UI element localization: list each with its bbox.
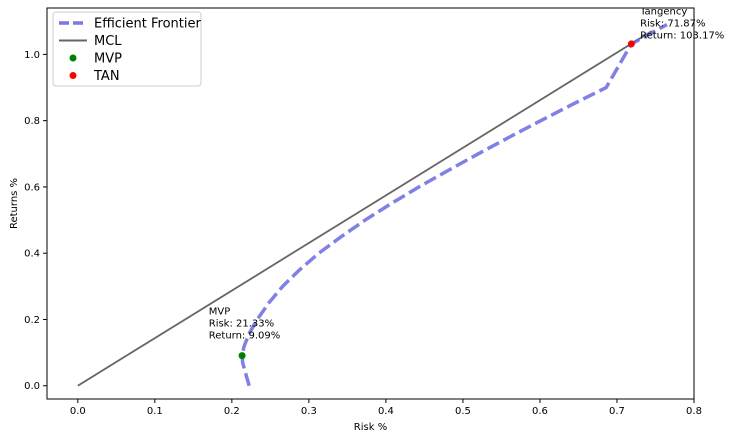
legend-label: MCL <box>94 34 122 49</box>
mvp-point <box>238 352 246 360</box>
annotation-text: Return: 9.09% <box>209 331 281 342</box>
annotation-text: Tangency <box>639 7 687 18</box>
legend-marker-dot <box>69 54 77 62</box>
y-tick-label: 0.4 <box>24 249 40 260</box>
y-tick-label: 0.8 <box>24 116 40 127</box>
x-tick-label: 0.6 <box>532 406 548 417</box>
x-tick-label: 0.7 <box>609 406 625 417</box>
annotation-text: Return: 103.17% <box>640 31 724 42</box>
x-tick-label: 0.8 <box>686 406 702 417</box>
efficient-frontier-line <box>240 23 668 387</box>
x-tick-label: 0.3 <box>301 406 317 417</box>
legend-box <box>52 11 202 87</box>
plot-points <box>238 40 635 360</box>
annotation-text: MVP <box>209 307 231 318</box>
y-tick-label: 0.0 <box>24 381 40 392</box>
mcl-line <box>77 30 653 387</box>
plot-series <box>77 23 668 387</box>
x-tick-label: 0.1 <box>147 406 163 417</box>
legend-label: MVP <box>94 52 122 67</box>
y-tick-label: 0.2 <box>24 315 40 326</box>
legend-label: TAN <box>93 69 120 84</box>
y-axis-label: Returns % <box>9 178 20 229</box>
legend-marker-dot <box>69 72 77 79</box>
annotation-text: Risk: 71.87% <box>640 19 705 30</box>
annotation-text: Risk: 21.33% <box>209 319 274 330</box>
x-axis-label: Risk % <box>354 422 387 433</box>
y-tick-label: 0.6 <box>24 182 40 193</box>
y-axis-ticks: 0.0 0.2 0.4 0.6 0.8 1.0 <box>24 50 47 392</box>
x-axis-ticks: 0.0 0.1 0.2 0.3 0.4 0.5 0.6 0.7 0.8 <box>70 399 702 417</box>
tan-point <box>627 40 635 48</box>
legend: Efficient Frontier MCL MVP TAN <box>52 11 202 87</box>
x-tick-label: 0.2 <box>224 406 240 417</box>
x-tick-label: 0.5 <box>455 406 471 417</box>
x-tick-label: 0.0 <box>70 406 86 417</box>
x-tick-label: 0.4 <box>378 406 394 417</box>
y-tick-label: 1.0 <box>24 50 40 61</box>
legend-label: Efficient Frontier <box>94 17 201 32</box>
